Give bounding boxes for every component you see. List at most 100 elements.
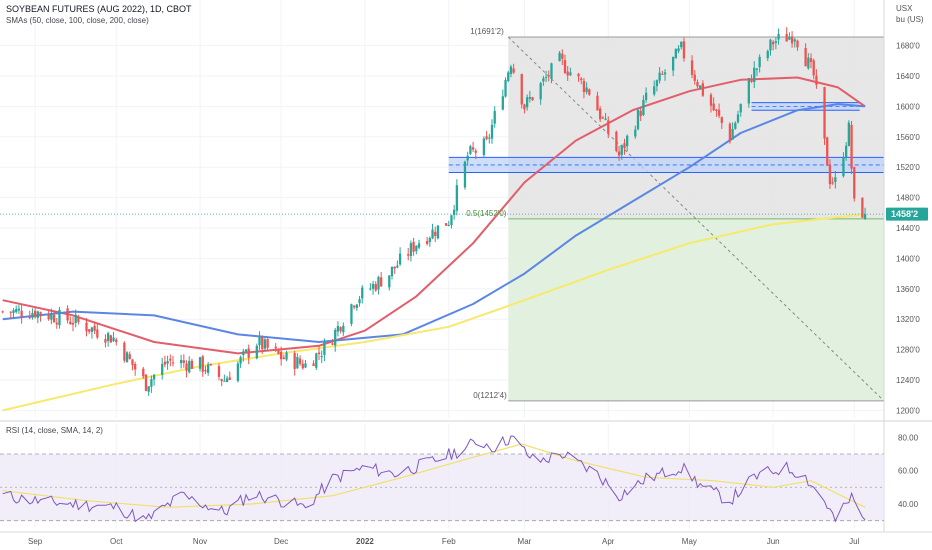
candle-body xyxy=(369,288,372,290)
candle-body xyxy=(434,231,437,237)
indicator-legend[interactable]: SMAs (50, close, 100, close, 200, close) xyxy=(6,16,149,25)
candle-body xyxy=(169,358,172,361)
candle-body xyxy=(717,109,721,116)
time-tick-label: Nov xyxy=(193,537,207,546)
candle-body xyxy=(450,215,453,226)
candle-body xyxy=(674,49,677,59)
candle-body xyxy=(715,109,718,111)
price-tick-label: 1400'0 xyxy=(896,254,920,263)
candle-body xyxy=(58,309,61,326)
candle-body xyxy=(190,360,194,369)
candle-body xyxy=(350,304,353,324)
fib-upper-zone xyxy=(508,37,884,219)
time-tick-label: Jul xyxy=(849,537,859,546)
time-tick-label: Oct xyxy=(110,537,123,546)
candle-body xyxy=(55,322,58,325)
candle-body xyxy=(663,72,667,75)
time-axis[interactable]: Sep Oct Nov Dec 2022 Feb Mar Apr May Jun Jul xyxy=(28,537,860,546)
candle-body xyxy=(769,39,772,51)
price-tick-label: 1360'0 xyxy=(896,285,920,294)
candle-body xyxy=(642,99,645,116)
candle-body xyxy=(523,104,526,110)
candle-body xyxy=(790,36,794,44)
candle-body xyxy=(258,336,261,346)
candle-body xyxy=(188,360,191,373)
candle-body xyxy=(93,325,96,331)
price-axis[interactable]: 1680'0 1640'0 1600'0 1560'0 1520'0 1480'0 1440… xyxy=(896,42,920,416)
candle-body xyxy=(682,41,686,59)
candle-body xyxy=(339,327,342,332)
candle-body xyxy=(528,97,532,99)
rsi-legend[interactable]: RSI (14, close, SMA, 14, 2) xyxy=(6,426,103,435)
candle-body xyxy=(774,41,778,43)
candle-body xyxy=(88,329,91,332)
price-tick-label: 1640'0 xyxy=(896,72,920,81)
candle-body xyxy=(596,95,599,111)
candle-body xyxy=(17,308,21,311)
candle-body xyxy=(261,336,264,350)
candle-body xyxy=(690,60,694,75)
candle-body xyxy=(15,308,18,313)
candle-body xyxy=(671,56,675,71)
candle-body xyxy=(104,339,107,343)
candle-body xyxy=(334,329,337,346)
candle-body xyxy=(693,74,696,81)
candle-body xyxy=(352,305,356,308)
time-tick-label: May xyxy=(682,537,697,546)
candle-body xyxy=(653,86,656,95)
candle-body xyxy=(236,363,240,381)
candle-body xyxy=(617,151,621,156)
candle-body xyxy=(520,74,523,105)
candle-body xyxy=(842,157,845,177)
candle-body xyxy=(225,378,229,382)
candle-body xyxy=(398,253,402,265)
candle-body xyxy=(320,356,323,358)
candle-body xyxy=(696,82,699,87)
candle-body xyxy=(106,333,110,341)
candle-body xyxy=(482,138,486,156)
candle-body xyxy=(826,137,829,166)
candle-body xyxy=(845,145,848,157)
candle-body xyxy=(812,60,815,76)
candle-body xyxy=(847,122,851,146)
candle-body xyxy=(361,287,364,299)
rsi-tick-label: 60.00 xyxy=(898,467,919,476)
candle-body xyxy=(179,360,183,364)
candle-body xyxy=(66,308,69,321)
last-price-label: 1458'2 xyxy=(891,209,918,219)
time-tick-label: Apr xyxy=(602,537,615,546)
candle-body xyxy=(569,72,572,76)
candle-body xyxy=(623,143,626,149)
price-tick-label: 1200'0 xyxy=(896,406,920,415)
candle-body xyxy=(266,339,269,348)
candle-body xyxy=(655,80,659,87)
candle-body xyxy=(409,243,413,257)
candle-body xyxy=(85,322,88,332)
candle-body xyxy=(144,374,148,391)
candle-body xyxy=(9,311,12,313)
candle-body xyxy=(585,87,588,92)
support-resistance-zones xyxy=(448,102,884,174)
sma-line xyxy=(2,76,866,355)
candle-body xyxy=(217,366,221,377)
candle-body xyxy=(204,369,207,372)
candle-body xyxy=(74,314,77,323)
candle-body xyxy=(380,277,383,287)
candle-body xyxy=(485,136,488,139)
candle-body xyxy=(315,353,318,368)
time-tick-label: Dec xyxy=(274,537,288,546)
candle-body xyxy=(166,361,169,364)
candle-body xyxy=(20,310,23,318)
candle-body xyxy=(277,348,280,354)
candle-body xyxy=(244,349,248,352)
candle-body xyxy=(861,197,864,218)
candle-body xyxy=(436,225,440,239)
time-tick-label: Feb xyxy=(442,537,456,546)
candle-body xyxy=(96,329,99,338)
candle-body xyxy=(550,63,553,79)
candle-body xyxy=(371,283,375,289)
candle-body xyxy=(415,245,418,252)
candle-body xyxy=(620,145,623,155)
candle-body xyxy=(239,357,242,364)
